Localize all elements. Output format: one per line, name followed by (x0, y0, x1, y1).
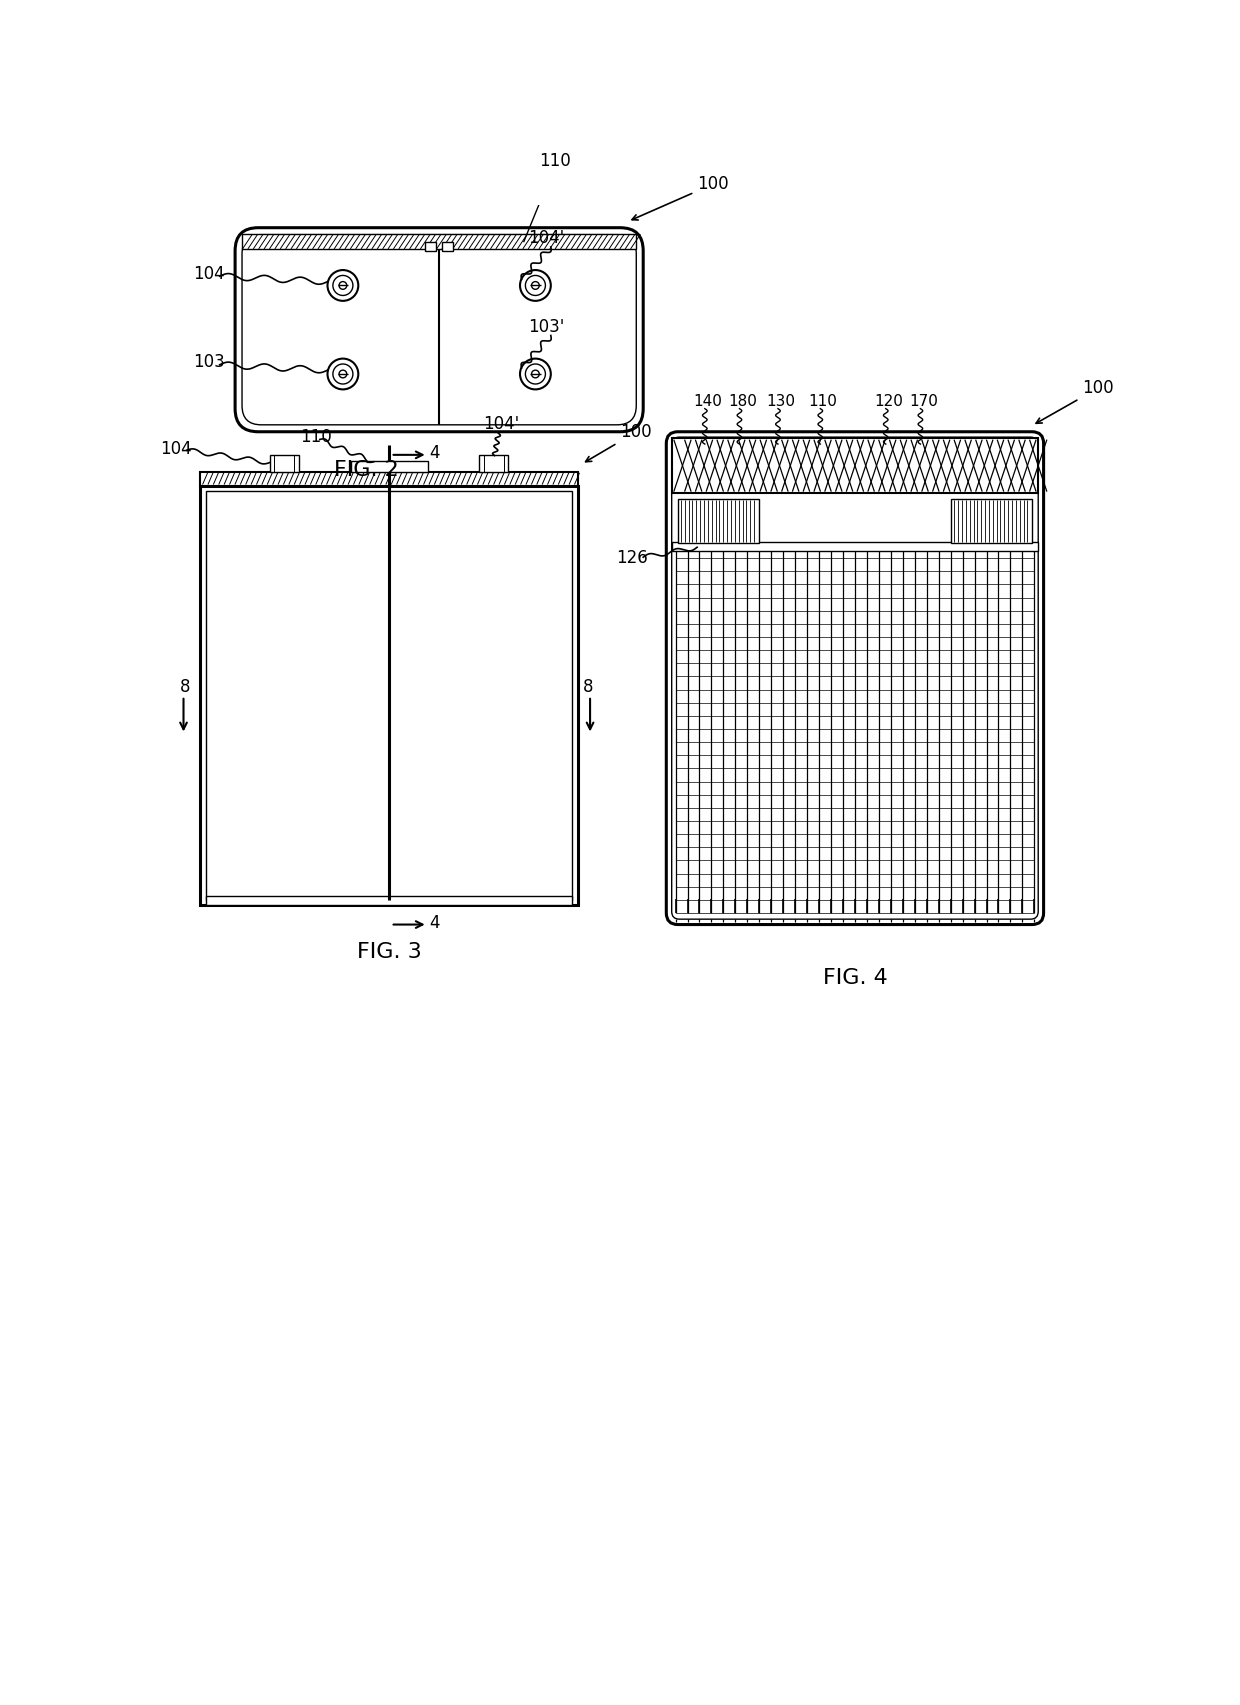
Text: 8: 8 (583, 677, 594, 696)
Circle shape (520, 269, 551, 300)
Text: 8: 8 (180, 677, 190, 696)
Text: 104: 104 (160, 440, 192, 457)
Bar (351, 460, 428, 472)
Text: 4: 4 (429, 914, 440, 933)
Text: 126: 126 (616, 549, 649, 566)
Circle shape (520, 358, 551, 389)
Text: FIG. 3: FIG. 3 (357, 941, 422, 962)
Text: 104: 104 (192, 264, 224, 283)
Text: 100: 100 (1037, 379, 1114, 423)
FancyBboxPatch shape (236, 228, 644, 431)
Text: 4: 4 (429, 445, 440, 462)
Circle shape (332, 276, 353, 295)
Text: 100: 100 (632, 176, 729, 220)
Text: 170: 170 (909, 394, 937, 409)
Text: 110: 110 (808, 394, 838, 409)
Circle shape (532, 370, 539, 379)
Circle shape (332, 363, 353, 384)
FancyBboxPatch shape (666, 431, 1044, 924)
Text: 180: 180 (728, 394, 756, 409)
Circle shape (526, 276, 546, 295)
Text: 120: 120 (874, 394, 903, 409)
Bar (678, 500, 759, 544)
Text: FIG. 4: FIG. 4 (822, 968, 888, 989)
Bar (479, 455, 508, 472)
Circle shape (327, 269, 358, 300)
Text: 130: 130 (766, 394, 795, 409)
Bar (201, 486, 578, 905)
Bar (270, 455, 299, 472)
Bar (425, 242, 436, 251)
Text: 110: 110 (300, 428, 332, 447)
Bar (672, 542, 1038, 551)
Circle shape (532, 281, 539, 290)
Text: 104': 104' (528, 228, 564, 247)
Bar (206, 491, 573, 900)
Text: 110: 110 (539, 152, 570, 171)
Circle shape (339, 370, 347, 379)
Bar (206, 897, 573, 905)
Bar (672, 438, 1038, 493)
Circle shape (339, 281, 347, 290)
Circle shape (327, 358, 358, 389)
Text: 140: 140 (693, 394, 722, 409)
Text: FIG. 2: FIG. 2 (334, 460, 398, 481)
Circle shape (526, 363, 546, 384)
Text: 103': 103' (528, 317, 564, 336)
Text: 103: 103 (192, 353, 224, 372)
Text: 100: 100 (585, 423, 652, 462)
Bar (242, 234, 636, 249)
Bar (443, 242, 453, 251)
Bar (201, 472, 578, 486)
Bar (951, 500, 1032, 544)
Text: 104': 104' (484, 416, 520, 433)
